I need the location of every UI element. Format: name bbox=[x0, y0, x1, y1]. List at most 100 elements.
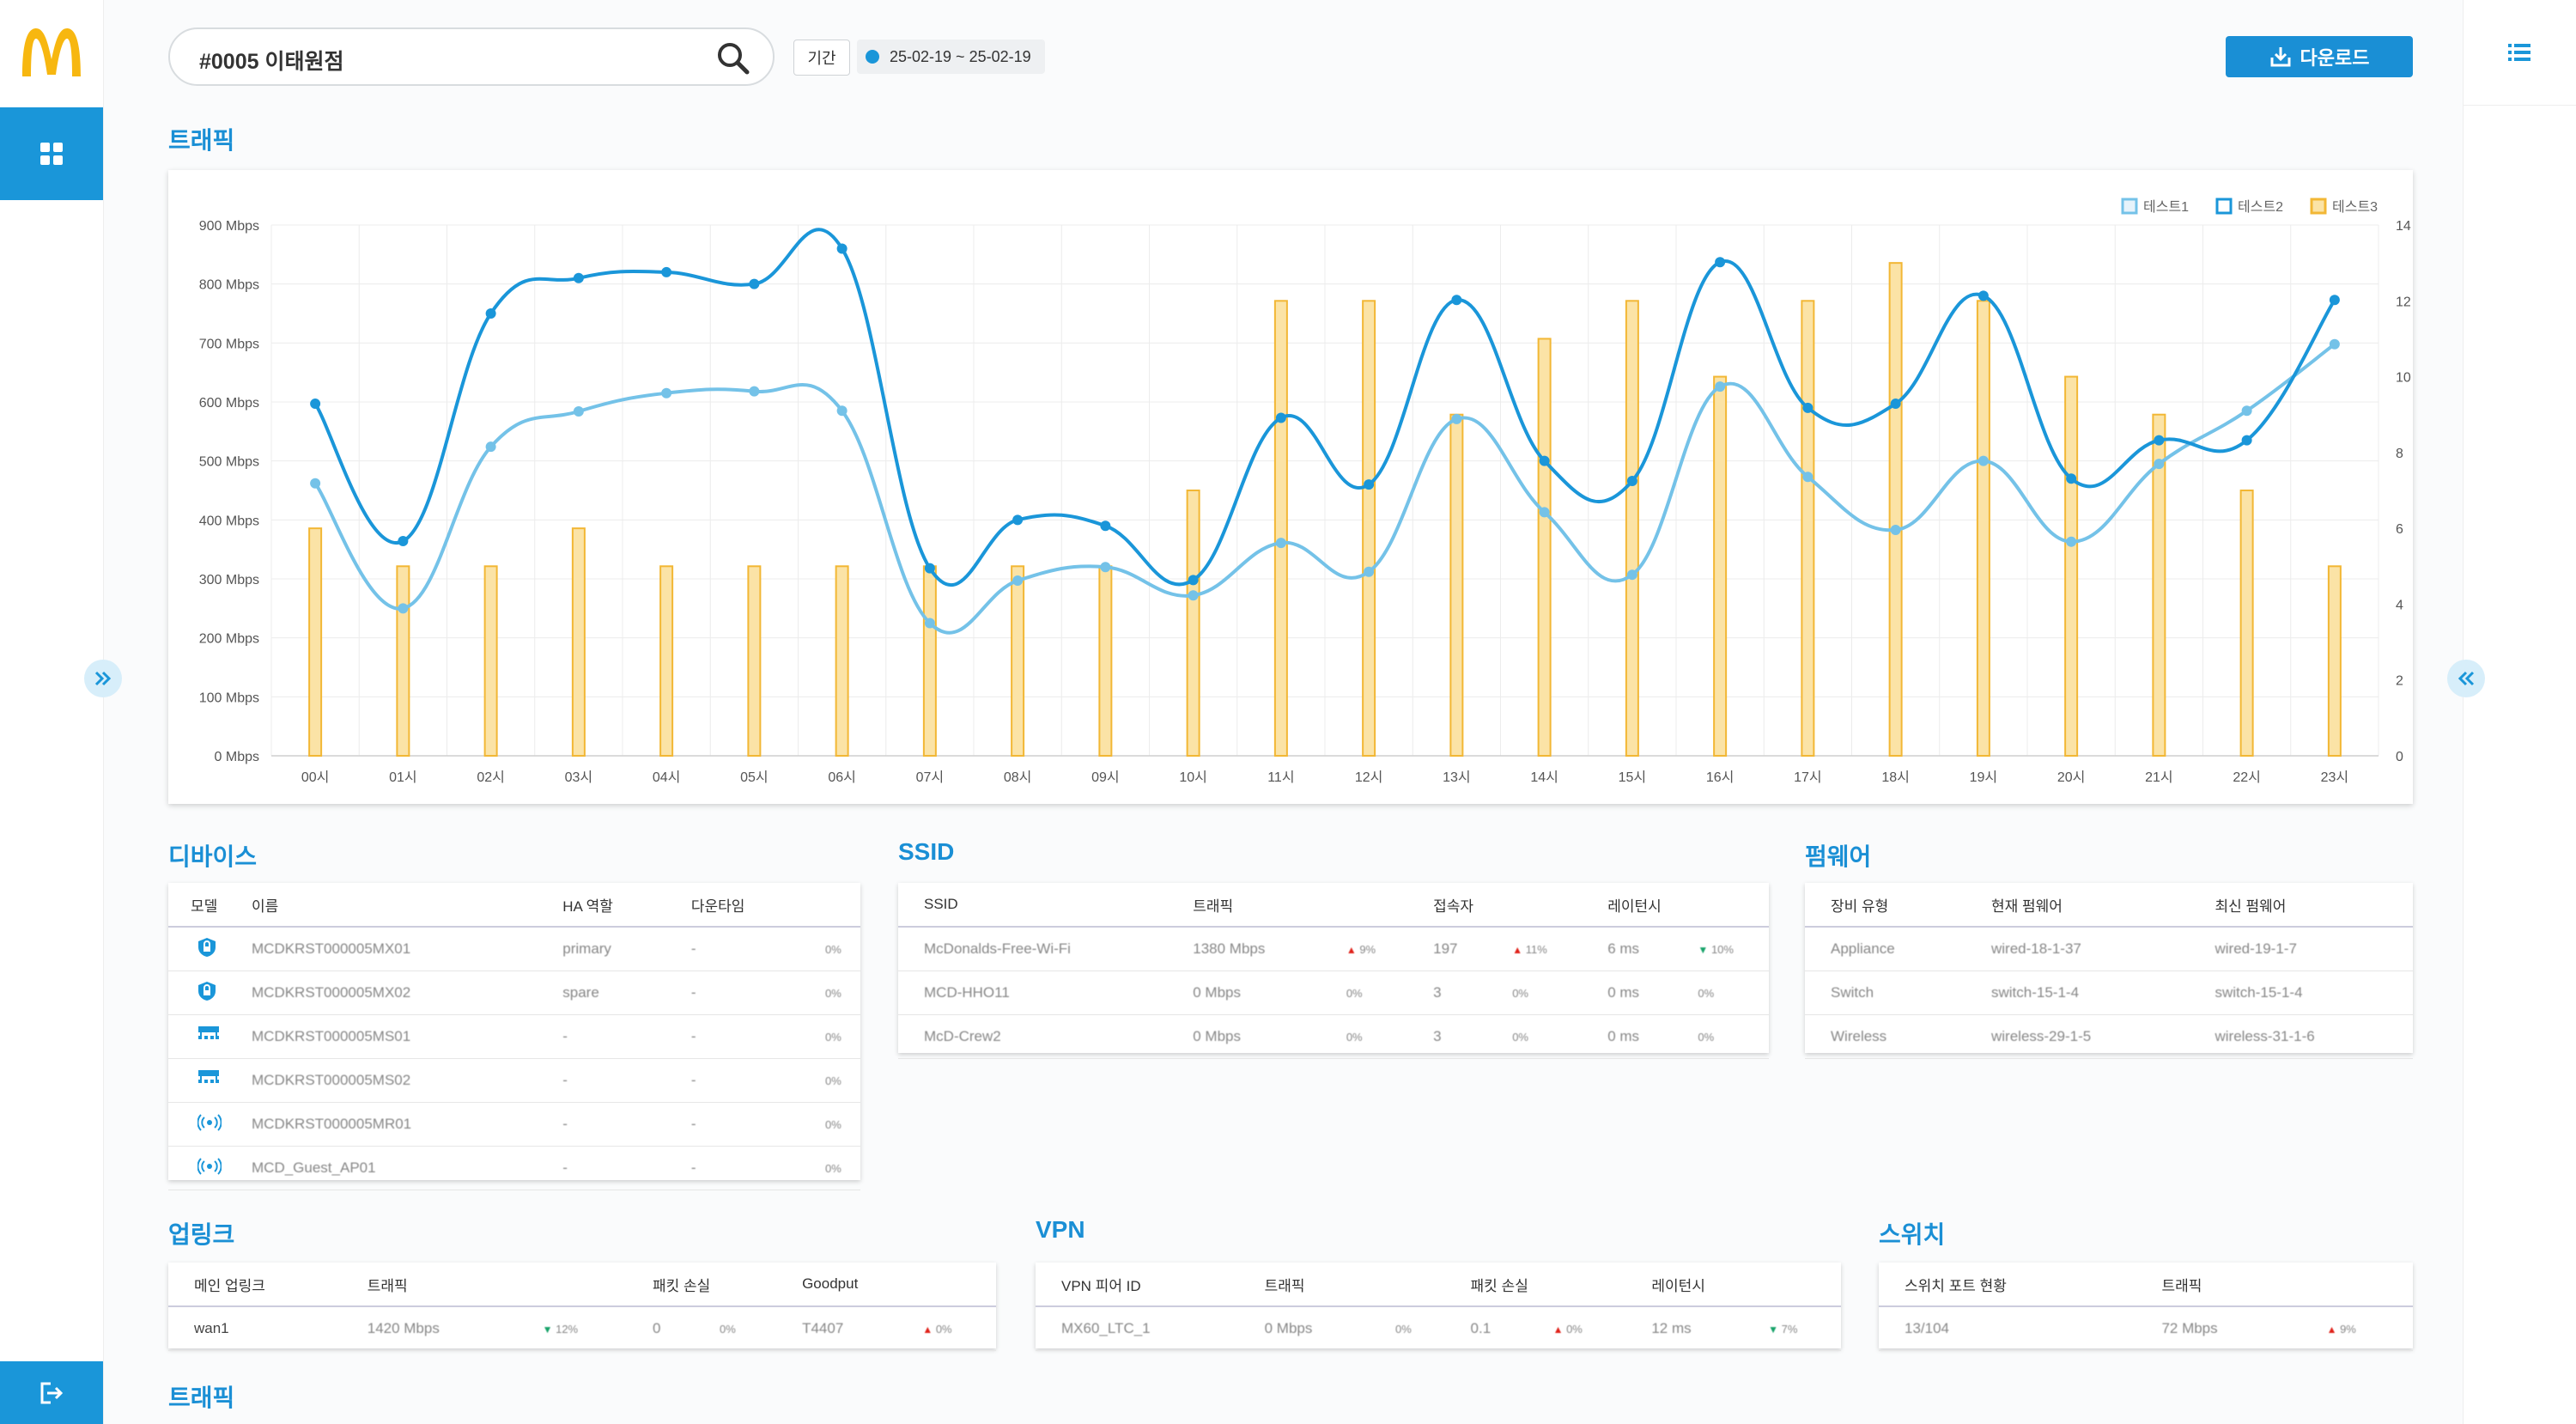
traffic-chart: 0 Mbps 100 Mbps 200 Mbps 300 Mbps 400 Mbps 50… bbox=[199, 198, 2411, 785]
switch-row[interactable]: 13/104 72 Mbps ▲ 9% bbox=[1879, 1306, 2413, 1351]
device-name: MCDKRST000005MS01 bbox=[226, 1014, 538, 1059]
firmware-col-type: 장비 유형 bbox=[1805, 883, 1965, 928]
ssid-row[interactable]: McD-Crew2 0 Mbps 0% 3 0% 0 ms 0% bbox=[898, 1014, 1769, 1059]
y-left-tick-label: 800 Mbps bbox=[199, 278, 259, 293]
trend-up-icon: ▲ bbox=[1552, 1323, 1564, 1336]
mcdonalds-logo[interactable] bbox=[0, 0, 103, 103]
vpn-col-peer: VPN 피어 ID bbox=[1036, 1263, 1239, 1307]
dashboard-nav-button[interactable] bbox=[0, 107, 103, 200]
ssid-row[interactable]: McDonalds-Free-Wi-Fi 1380 Mbps ▲ 9% 197 ▲ 11… bbox=[898, 927, 1769, 971]
expand-left-button[interactable] bbox=[84, 660, 122, 697]
x-tick-label: 16시 bbox=[1706, 770, 1735, 785]
vpn-latency: 12 ms bbox=[1625, 1306, 1743, 1351]
legend-label: 테스트2 bbox=[2238, 199, 2283, 215]
device-row[interactable]: MCDKRST000005MR01- -0% bbox=[168, 1102, 860, 1147]
y-right-tick-label: 8 bbox=[2396, 447, 2403, 461]
point-테스트2-06시 bbox=[836, 243, 848, 254]
device-ha-role: spare bbox=[537, 971, 665, 1015]
device-downtime: - bbox=[665, 1058, 799, 1103]
device-row[interactable]: MCDKRST000005MS02- -0% bbox=[168, 1058, 860, 1103]
x-tick-label: 22시 bbox=[2233, 770, 2261, 785]
trend-up-icon: ▲ bbox=[1512, 943, 1523, 956]
logout-button[interactable] bbox=[0, 1361, 103, 1424]
search-input-value[interactable]: #0005 이태원점 bbox=[199, 50, 344, 74]
logo-icon bbox=[22, 28, 81, 76]
delta-text: 10% bbox=[1710, 942, 1734, 956]
section-title-traffic-2: 트래픽 bbox=[168, 1384, 235, 1411]
x-tick-label: 05시 bbox=[740, 770, 769, 785]
x-tick-label: 00시 bbox=[301, 770, 330, 785]
point-테스트1-15시 bbox=[1626, 569, 1637, 581]
trend-up-icon: ▲ bbox=[1346, 943, 1357, 956]
delta-text: 0% bbox=[1698, 986, 1715, 1000]
firmware-latest: wired-19-1-7 bbox=[2189, 927, 2413, 971]
ssid-traffic-delta: ▲ 9% bbox=[1320, 927, 1408, 971]
switch-col-traffic: 트래픽 bbox=[2136, 1263, 2413, 1307]
ssid-col-latency: 레이턴시 bbox=[1582, 883, 1769, 928]
device-name: MCDKRST000005MX02 bbox=[226, 971, 538, 1015]
device-name: MCDKRST000005MX01 bbox=[226, 927, 538, 971]
point-테스트1-11시 bbox=[1275, 538, 1286, 549]
search-icon[interactable] bbox=[716, 41, 750, 76]
point-테스트2-10시 bbox=[1188, 575, 1199, 586]
point-테스트1-19시 bbox=[1978, 455, 1989, 466]
delta-text: 9% bbox=[1359, 942, 1376, 956]
point-테스트2-19시 bbox=[1978, 290, 1989, 301]
firmware-latest: wireless-31-1-6 bbox=[2189, 1014, 2413, 1059]
vpn-col-traffic: 트래픽 bbox=[1238, 1263, 1445, 1307]
y-right-tick-label: 6 bbox=[2396, 522, 2403, 537]
vpn-row[interactable]: MX60_LTC_1 0 Mbps 0% 0.1 ▲ 0% 12 ms ▼ 7% bbox=[1036, 1306, 1841, 1351]
device-downtime: - bbox=[665, 1146, 799, 1190]
device-row[interactable]: MCDKRST000005MX01 primary -0% bbox=[168, 927, 860, 971]
point-테스트2-21시 bbox=[2154, 435, 2165, 446]
point-테스트2-18시 bbox=[1890, 399, 1901, 410]
section-title-ssid: SSID bbox=[898, 838, 955, 865]
point-테스트1-06시 bbox=[836, 405, 848, 417]
bar-07시 bbox=[922, 565, 937, 757]
vpn-table: VPN 피어 ID 트래픽 패킷 손실 레이턴시 MX60_LTC_1 0 Mbp… bbox=[1036, 1263, 1841, 1351]
bar-11시 bbox=[1273, 300, 1288, 758]
legend-label: 테스트3 bbox=[2332, 199, 2378, 215]
firmware-row[interactable]: Switch switch-15-1-4 switch-15-1-4 bbox=[1805, 971, 2413, 1015]
x-tick-label: 10시 bbox=[1179, 770, 1207, 785]
uplink-col-traffic: 트래픽 bbox=[341, 1263, 628, 1307]
device-ha-role: - bbox=[537, 1146, 665, 1190]
bar-08시 bbox=[1011, 565, 1025, 757]
firmware-current: wired-18-1-37 bbox=[1965, 927, 2190, 971]
store-search[interactable]: #0005 이태원점 bbox=[168, 27, 775, 86]
vpn-latency-delta: ▼ 7% bbox=[1742, 1306, 1841, 1351]
ssid-traffic-delta: 0% bbox=[1320, 1014, 1408, 1059]
collapse-right-button[interactable] bbox=[2447, 660, 2485, 697]
firmware-row[interactable]: Wireless wireless-29-1-5 wireless-31-1-6 bbox=[1805, 1014, 2413, 1059]
point-테스트1-09시 bbox=[1100, 562, 1111, 573]
device-row[interactable]: MCDKRST000005MX02 spare -0% bbox=[168, 971, 860, 1015]
point-테스트1-03시 bbox=[573, 405, 584, 417]
point-테스트2-04시 bbox=[661, 266, 672, 277]
uplink-row[interactable]: wan1 1420 Mbps ▼ 12% 0 0% T4407 ▲ 0% bbox=[168, 1306, 996, 1351]
menu-list-button[interactable] bbox=[2463, 0, 2576, 106]
ssid-users-delta: 0% bbox=[1486, 1014, 1583, 1059]
devices-col-name: 이름 bbox=[226, 883, 538, 928]
ssid-row[interactable]: MCD-HHO11 0 Mbps 0% 3 0% 0 ms 0% bbox=[898, 971, 1769, 1015]
device-downtime-pct: 0% bbox=[799, 1102, 860, 1147]
period-range-picker[interactable]: 25-02-19 ~ 25-02-19 bbox=[857, 40, 1045, 74]
device-row[interactable]: MCD_Guest_AP01- -0% bbox=[168, 1146, 860, 1190]
ssid-latency: 6 ms bbox=[1582, 927, 1673, 971]
x-tick-label: 18시 bbox=[1881, 770, 1910, 785]
point-테스트1-04시 bbox=[661, 387, 672, 399]
devices-table: 모델 이름 HA 역할 다운타임 MCDKRST000005MX01 primar… bbox=[168, 883, 860, 1190]
ssid-name: MCD-HHO11 bbox=[898, 971, 1168, 1015]
y-left-tick-label: 600 Mbps bbox=[199, 396, 259, 411]
point-테스트2-08시 bbox=[1012, 514, 1024, 526]
period-label: 기간 bbox=[793, 40, 850, 76]
x-tick-label: 12시 bbox=[1355, 770, 1383, 785]
delta-text: 0% bbox=[1346, 986, 1363, 1000]
device-row[interactable]: MCDKRST000005MS01- -0% bbox=[168, 1014, 860, 1059]
firmware-row[interactable]: Appliance wired-18-1-37 wired-19-1-7 bbox=[1805, 927, 2413, 971]
trend-up-icon: ▲ bbox=[922, 1323, 933, 1336]
delta-text: 7% bbox=[1781, 1322, 1798, 1336]
bar-10시 bbox=[1186, 490, 1200, 757]
download-button[interactable]: 다운로드 bbox=[2226, 36, 2413, 77]
shield-icon bbox=[168, 971, 226, 1015]
y-left-tick-label: 300 Mbps bbox=[199, 573, 259, 587]
